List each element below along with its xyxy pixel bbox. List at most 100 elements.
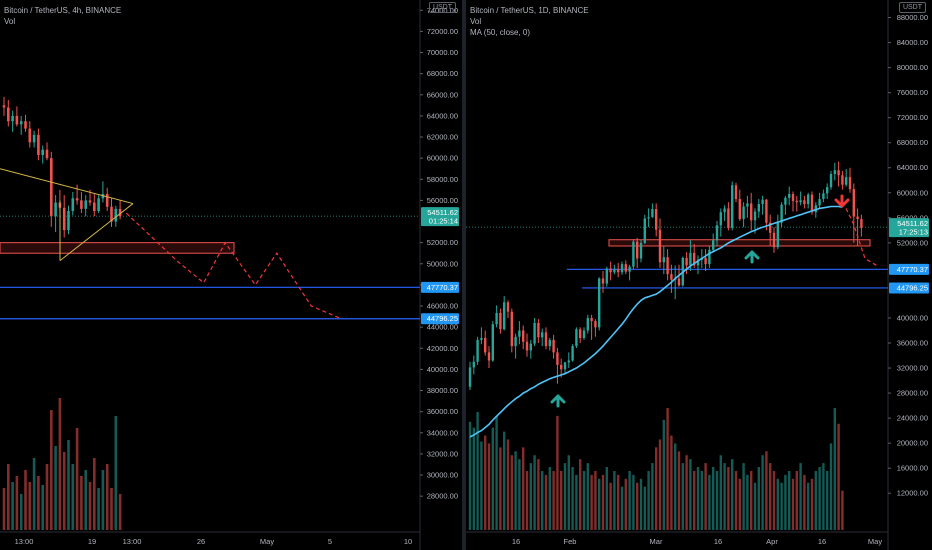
candle-body[interactable] <box>71 198 75 211</box>
candle-body[interactable] <box>560 364 563 370</box>
candle-body[interactable] <box>658 229 662 263</box>
candle-body[interactable] <box>822 193 825 200</box>
candle-body[interactable] <box>826 187 829 194</box>
candle-body[interactable] <box>693 252 696 266</box>
candle-body[interactable] <box>567 360 570 363</box>
candle-body[interactable] <box>11 115 14 122</box>
triangle-lower-line[interactable] <box>59 203 134 262</box>
candle-body[interactable] <box>62 207 66 230</box>
candle-body[interactable] <box>24 121 27 129</box>
candle-body[interactable] <box>41 149 44 155</box>
indicator-label[interactable]: MA (50, close, 0) <box>470 28 531 37</box>
candle-body[interactable] <box>772 232 776 248</box>
candle-body[interactable] <box>704 257 707 265</box>
chart-4h-canvas[interactable]: 74000.00 72000.00 70000.00 68000.00 66000.00… <box>0 0 462 550</box>
candle-body[interactable] <box>468 367 472 387</box>
candle-body[interactable] <box>503 302 506 330</box>
candle-body[interactable] <box>639 242 643 259</box>
candle-body[interactable] <box>784 197 787 205</box>
candle-body[interactable] <box>118 208 122 217</box>
candle-body[interactable] <box>80 200 83 209</box>
candle-body[interactable] <box>734 185 738 200</box>
candle-body[interactable] <box>67 210 70 230</box>
candle-body[interactable] <box>829 174 833 188</box>
candle-body[interactable] <box>525 341 529 351</box>
candle-body[interactable] <box>32 134 36 143</box>
candle-body[interactable] <box>28 128 32 143</box>
candle-body[interactable] <box>552 339 555 353</box>
projection-path[interactable] <box>845 208 877 266</box>
candle-body[interactable] <box>586 317 589 331</box>
candle-body[interactable] <box>556 352 559 365</box>
candle-body[interactable] <box>50 158 53 217</box>
candle-body[interactable] <box>114 208 118 222</box>
candle-body[interactable] <box>7 107 10 122</box>
candle-body[interactable] <box>677 278 681 286</box>
candle-body[interactable] <box>689 252 692 266</box>
chart-pane-4h[interactable]: 74000.00 72000.00 70000.00 68000.00 66000.00… <box>0 0 462 550</box>
candle-body[interactable] <box>582 330 586 338</box>
candle-body[interactable] <box>609 268 612 273</box>
candle-body[interactable] <box>15 115 19 125</box>
candle-body[interactable] <box>742 206 745 220</box>
triangle-upper-line[interactable] <box>0 168 134 205</box>
candle-body[interactable] <box>506 302 510 312</box>
volume-label[interactable]: Vol <box>470 17 482 26</box>
candle-body[interactable] <box>613 269 616 273</box>
candle-body[interactable] <box>518 330 521 337</box>
candle-body[interactable] <box>484 337 487 353</box>
candle-body[interactable] <box>837 170 840 176</box>
candle-body[interactable] <box>643 218 646 243</box>
candle-body[interactable] <box>769 222 772 233</box>
candle-body[interactable] <box>670 274 673 280</box>
candle-body[interactable] <box>738 199 741 220</box>
candle-body[interactable] <box>848 177 852 190</box>
candle-body[interactable] <box>19 121 23 125</box>
candle-body[interactable] <box>472 361 475 368</box>
candle-body[interactable] <box>529 343 532 351</box>
candle-body[interactable] <box>487 352 491 361</box>
candle-body[interactable] <box>723 208 726 213</box>
candle-body[interactable] <box>522 330 525 342</box>
candle-body[interactable] <box>852 189 855 217</box>
support-zone-rect[interactable] <box>608 239 871 247</box>
volume-label[interactable]: Vol <box>4 17 16 26</box>
candle-body[interactable] <box>541 332 544 338</box>
candle-body[interactable] <box>476 339 479 362</box>
candle-body[interactable] <box>88 200 92 203</box>
candle-body[interactable] <box>605 268 608 284</box>
candle-body[interactable] <box>537 322 540 338</box>
candle-body[interactable] <box>579 329 582 338</box>
candle-body[interactable] <box>620 264 624 273</box>
candle-body[interactable] <box>860 219 863 228</box>
candle-body[interactable] <box>45 149 49 159</box>
symbol-title[interactable]: Bitcoin / TetherUS, 1D, BINANCE <box>470 6 589 15</box>
candle-body[interactable] <box>514 336 517 347</box>
candle-body[interactable] <box>499 312 502 330</box>
candle-body[interactable] <box>746 203 749 207</box>
candle-body[interactable] <box>601 278 605 284</box>
candle-body[interactable] <box>510 311 513 347</box>
support-zone-rect[interactable] <box>0 242 235 254</box>
candle-body[interactable] <box>651 209 654 218</box>
candle-body[interactable] <box>761 199 764 205</box>
candle-body[interactable] <box>575 329 578 347</box>
sell-arrow-icon[interactable] <box>834 194 850 208</box>
candle-body[interactable] <box>647 217 650 219</box>
candle-body[interactable] <box>799 200 802 203</box>
currency-button[interactable]: USDT <box>428 2 456 13</box>
pane-divider[interactable] <box>462 0 466 550</box>
candle-body[interactable] <box>594 321 597 328</box>
candle-body[interactable] <box>807 194 810 205</box>
candle-body[interactable] <box>803 200 806 205</box>
candle-body[interactable] <box>105 194 109 207</box>
candle-body[interactable] <box>110 206 113 222</box>
candle-body[interactable] <box>814 205 817 213</box>
candle-body[interactable] <box>571 346 574 361</box>
candle-body[interactable] <box>731 185 734 228</box>
buy-arrow-icon[interactable] <box>550 394 566 408</box>
candle-body[interactable] <box>841 175 844 185</box>
candle-body[interactable] <box>795 200 798 203</box>
candle-body[interactable] <box>544 332 548 347</box>
currency-button[interactable]: USDT <box>898 2 926 13</box>
